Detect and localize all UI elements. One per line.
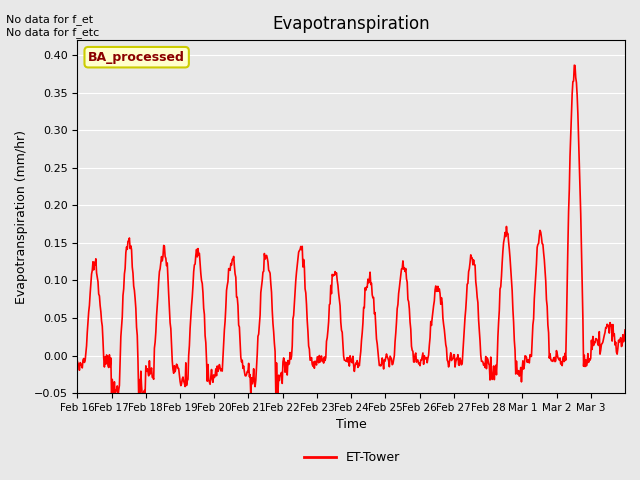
Text: BA_processed: BA_processed [88, 51, 185, 64]
Y-axis label: Evapotranspiration (mm/hr): Evapotranspiration (mm/hr) [15, 130, 28, 304]
Text: No data for f_et
No data for f_etc: No data for f_et No data for f_etc [6, 14, 100, 38]
X-axis label: Time: Time [336, 419, 367, 432]
Title: Evapotranspiration: Evapotranspiration [273, 15, 430, 33]
Legend: ET-Tower: ET-Tower [300, 446, 404, 469]
